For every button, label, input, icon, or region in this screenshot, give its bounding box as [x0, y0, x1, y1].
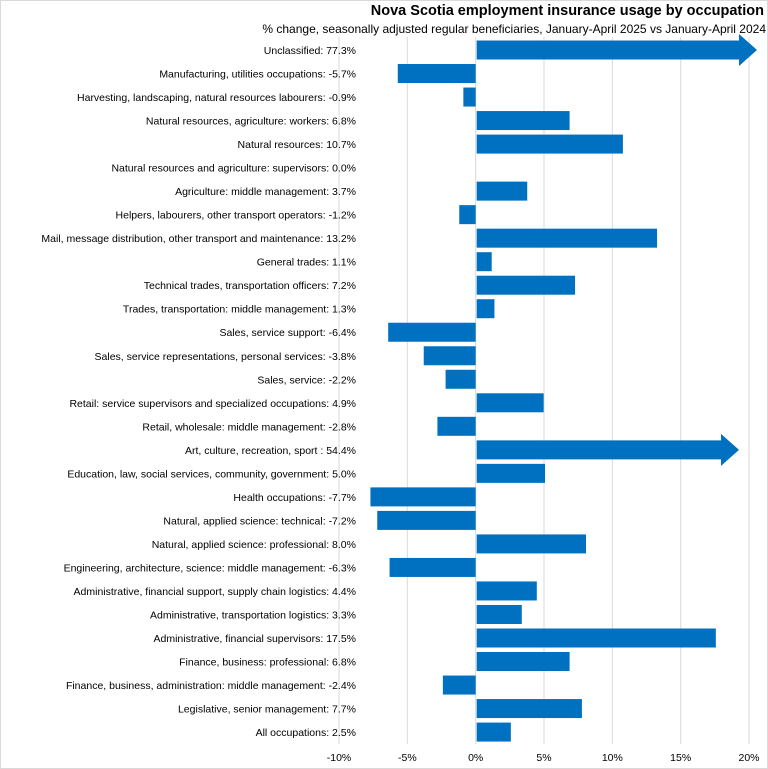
bar — [397, 64, 476, 84]
bar — [459, 205, 476, 225]
category-label: Harvesting, landscaping, natural resourc… — [77, 92, 356, 104]
bar — [388, 322, 476, 342]
bar — [463, 87, 476, 107]
bar — [476, 652, 570, 672]
category-label: General trades: 1.1% — [257, 257, 356, 269]
x-tick-label: 15% — [670, 752, 691, 764]
bar — [370, 487, 476, 507]
x-tick-label: 5% — [536, 752, 551, 764]
bar — [377, 510, 476, 530]
bar — [476, 134, 623, 154]
chart-subtitle: % change, seasonally adjusted regular be… — [262, 22, 766, 36]
bar — [476, 463, 545, 483]
bar — [476, 275, 576, 295]
category-label: Health occupations: -7.7% — [233, 492, 356, 504]
bar — [476, 534, 586, 554]
category-label: Agriculture: middle management: 3.7% — [175, 186, 356, 198]
category-label: Trades, transportation: middle managemen… — [123, 304, 356, 316]
x-tick-label: -5% — [398, 752, 417, 764]
category-label: Retail, wholesale: middle management: -2… — [142, 421, 356, 433]
bar — [423, 346, 476, 366]
bar — [476, 604, 522, 624]
category-label: Administrative, financial supervisors: 1… — [153, 633, 356, 645]
bar — [476, 628, 716, 648]
category-label: Manufacturing, utilities occupations: -5… — [159, 69, 356, 81]
category-label: Helpers, labourers, other transport oper… — [116, 210, 356, 222]
category-label: All occupations: 2.5% — [256, 727, 356, 739]
category-label: Art, culture, recreation, sport : 54.4% — [185, 445, 356, 457]
category-label: Technical trades, transportation officer… — [144, 280, 356, 292]
bar — [437, 416, 476, 436]
category-label: Natural, applied science: technical: -7.… — [163, 515, 356, 527]
bar — [476, 393, 544, 413]
bar — [476, 699, 582, 719]
category-label: Retail: service supervisors and speciali… — [69, 398, 356, 410]
category-label: Natural resources and agriculture: super… — [111, 163, 356, 175]
bar — [476, 111, 570, 131]
category-label: Natural, applied science: professional: … — [152, 539, 356, 551]
x-tick-label: 0% — [468, 752, 483, 764]
category-label: Administrative, transportation logistics… — [150, 609, 356, 621]
bar — [389, 557, 476, 577]
bar-arrow — [476, 433, 739, 466]
bar-arrow — [476, 34, 757, 66]
category-label: Finance, business, administration: middl… — [66, 680, 356, 692]
bar — [442, 675, 476, 695]
category-label: Legislative, senior management: 7.7% — [178, 704, 356, 716]
bar — [476, 581, 537, 601]
bar — [476, 252, 492, 272]
category-label: Engineering, architecture, science: midd… — [64, 562, 356, 574]
category-label: Sales, service: -2.2% — [257, 374, 356, 386]
category-label: Unclassified: 77.3% — [264, 45, 356, 57]
chart-title: Nova Scotia employment insurance usage b… — [370, 3, 764, 19]
category-label: Finance, business: professional: 6.8% — [179, 657, 356, 669]
bar — [476, 299, 495, 319]
bar — [476, 228, 658, 248]
bar — [445, 369, 476, 389]
x-tick-label: 10% — [602, 752, 623, 764]
category-label: Sales, service support: -6.4% — [219, 327, 356, 339]
category-label: Natural resources, agriculture: workers:… — [146, 116, 356, 128]
category-label: Education, law, social services, communi… — [67, 468, 356, 480]
bar — [476, 722, 511, 742]
x-tick-label: -10% — [327, 752, 352, 764]
x-tick-label: 20% — [738, 752, 759, 764]
bar — [476, 181, 528, 201]
category-label: Natural resources: 10.7% — [238, 139, 356, 151]
category-label: Sales, service representations, personal… — [95, 351, 356, 363]
category-label: Administrative, financial support, suppl… — [74, 586, 356, 598]
category-label: Mail, message distribution, other transp… — [41, 233, 356, 245]
